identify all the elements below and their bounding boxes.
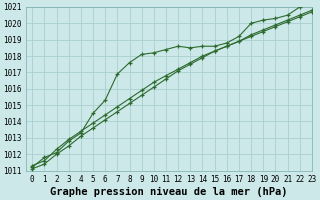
X-axis label: Graphe pression niveau de la mer (hPa): Graphe pression niveau de la mer (hPa) [50, 186, 288, 197]
